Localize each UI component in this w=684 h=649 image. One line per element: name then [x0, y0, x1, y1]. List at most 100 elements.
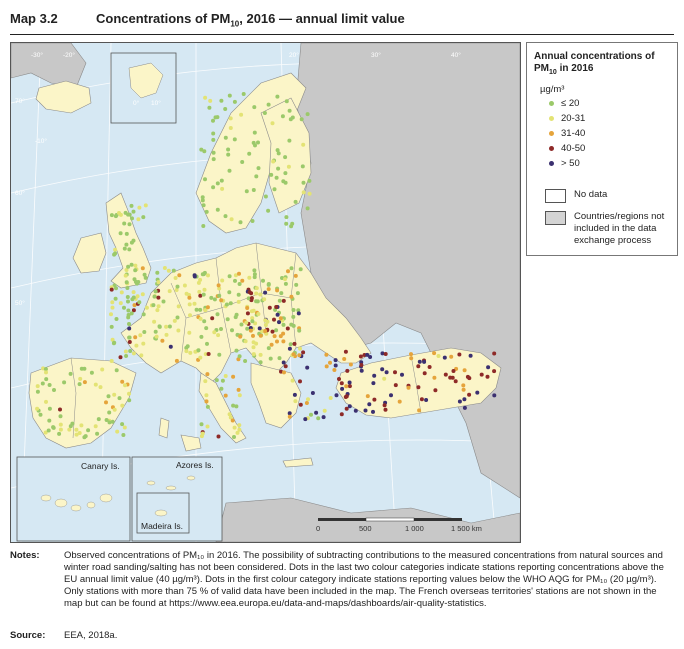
station-dot — [74, 427, 79, 432]
station-dot — [468, 353, 473, 358]
station-dot — [277, 298, 282, 303]
station-dot — [274, 175, 279, 180]
station-dot — [205, 305, 210, 310]
station-dot — [68, 371, 73, 376]
station-dot — [288, 342, 293, 347]
station-dot — [277, 356, 282, 361]
station-dot — [52, 388, 56, 392]
station-dot — [47, 406, 52, 411]
station-dot — [211, 157, 216, 162]
station-dot — [237, 427, 242, 432]
station-dot — [104, 418, 109, 422]
station-dot — [161, 299, 166, 304]
station-dot — [233, 278, 237, 283]
station-dot — [46, 428, 51, 433]
station-dot — [175, 284, 180, 289]
station-dot — [155, 270, 160, 275]
station-dot — [188, 350, 193, 355]
station-dot — [35, 389, 40, 394]
station-dot — [219, 178, 224, 183]
station-dot — [86, 428, 91, 433]
station-dot — [383, 352, 388, 356]
station-dot — [416, 385, 421, 390]
europe-map[interactable]: Canary Is. Azores Is. Madeira Is. 0 500 … — [10, 42, 521, 543]
station-dot — [427, 365, 432, 369]
station-dot — [128, 349, 133, 353]
station-dot — [122, 246, 127, 251]
legend-label: > 50 — [561, 158, 580, 169]
station-dot — [98, 385, 103, 390]
station-dot — [143, 203, 148, 208]
station-dot — [215, 115, 220, 120]
station-dot — [347, 404, 352, 409]
station-dot — [51, 425, 56, 430]
graticule-label: 40° — [451, 51, 461, 59]
station-dot — [215, 312, 220, 317]
station-dot — [227, 274, 232, 279]
station-dot — [202, 149, 207, 154]
station-dot — [328, 396, 333, 400]
station-dot — [256, 312, 261, 316]
station-dot — [203, 308, 208, 313]
station-dot — [305, 112, 310, 117]
station-dot — [144, 305, 149, 310]
station-dot — [432, 375, 437, 380]
station-dot — [229, 217, 234, 222]
station-dot — [234, 404, 239, 409]
station-dot — [287, 411, 292, 416]
station-dot — [203, 95, 208, 100]
station-dot — [270, 329, 275, 334]
station-dot — [246, 296, 251, 301]
station-dot — [462, 368, 467, 373]
station-dot — [451, 369, 456, 373]
station-dot — [188, 313, 192, 318]
station-dot — [347, 384, 352, 389]
station-dot — [223, 214, 228, 219]
station-dot — [172, 318, 177, 323]
station-dot — [200, 195, 205, 200]
station-dot — [245, 326, 250, 331]
station-dot — [249, 296, 254, 301]
station-dot — [124, 231, 129, 236]
graticule-label: -10° — [35, 137, 47, 145]
station-dot — [384, 370, 389, 375]
station-dot — [211, 185, 216, 190]
scale-label-1000: 1 000 — [405, 524, 424, 533]
station-dot — [58, 427, 63, 432]
station-dot — [339, 412, 344, 417]
station-dot — [251, 345, 256, 350]
station-dot — [113, 251, 118, 256]
station-dot — [254, 174, 259, 179]
station-dot — [204, 399, 209, 404]
station-dot — [305, 365, 310, 370]
station-dot — [316, 416, 321, 421]
station-dot — [153, 289, 158, 294]
station-dot — [289, 322, 294, 327]
station-dot — [205, 341, 209, 346]
station-dot — [131, 351, 136, 356]
legend-dot — [549, 131, 554, 136]
graticule-label: 50° — [15, 299, 25, 307]
station-dot — [187, 302, 192, 307]
map-number: Map 3.2 — [10, 11, 58, 26]
station-dot — [47, 418, 52, 423]
station-dot — [123, 273, 128, 278]
station-dot — [211, 137, 216, 142]
station-dot — [231, 374, 236, 379]
station-dot — [219, 327, 223, 331]
station-dot — [287, 138, 292, 143]
station-dot — [365, 352, 370, 357]
station-dot — [358, 354, 363, 359]
station-dot — [109, 324, 114, 329]
station-dot — [193, 349, 198, 354]
source-text: EEA, 2018a. — [64, 630, 118, 641]
station-dot — [245, 306, 250, 310]
station-dot — [223, 107, 228, 111]
station-dot — [82, 380, 87, 385]
station-dot — [215, 207, 220, 212]
station-dot — [139, 353, 144, 358]
station-dot — [205, 404, 210, 409]
station-dot — [100, 367, 105, 372]
station-dot — [206, 273, 210, 278]
station-dot — [216, 283, 221, 288]
